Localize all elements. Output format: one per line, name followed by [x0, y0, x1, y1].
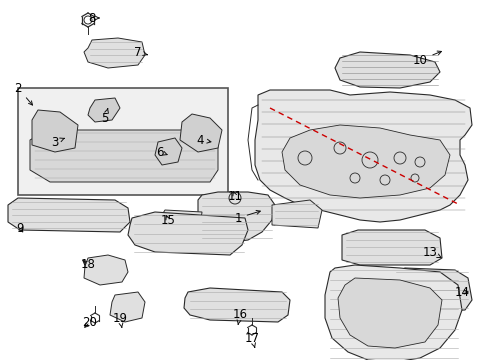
Polygon shape — [128, 212, 247, 255]
Text: 4: 4 — [196, 134, 210, 147]
Text: 5: 5 — [101, 109, 108, 125]
Text: 11: 11 — [227, 189, 242, 202]
Text: 14: 14 — [453, 285, 468, 298]
Polygon shape — [180, 114, 222, 152]
Text: 13: 13 — [422, 246, 440, 258]
Polygon shape — [337, 278, 441, 348]
Text: 9: 9 — [16, 221, 24, 234]
Text: 16: 16 — [232, 309, 247, 324]
Polygon shape — [334, 52, 439, 88]
Polygon shape — [32, 110, 78, 152]
Polygon shape — [84, 38, 145, 68]
Polygon shape — [155, 138, 182, 165]
Polygon shape — [183, 288, 289, 322]
Text: 7: 7 — [134, 45, 147, 59]
Text: 12: 12 — [0, 359, 1, 360]
Text: 10: 10 — [412, 51, 441, 67]
Text: 8: 8 — [88, 12, 99, 24]
Polygon shape — [88, 98, 120, 122]
Polygon shape — [271, 200, 321, 228]
Polygon shape — [341, 230, 441, 265]
Polygon shape — [8, 198, 130, 232]
Polygon shape — [198, 192, 274, 242]
Polygon shape — [84, 255, 128, 285]
Text: 15: 15 — [160, 213, 175, 226]
Polygon shape — [282, 125, 449, 198]
Text: 20: 20 — [82, 315, 97, 328]
Polygon shape — [254, 90, 471, 222]
Polygon shape — [325, 265, 461, 360]
Text: 18: 18 — [81, 258, 95, 271]
Text: 19: 19 — [112, 311, 127, 327]
Text: 17: 17 — [244, 332, 259, 347]
Polygon shape — [30, 130, 218, 182]
Polygon shape — [110, 292, 145, 322]
Polygon shape — [160, 210, 202, 228]
Text: 1: 1 — [234, 211, 260, 225]
Text: 6: 6 — [156, 145, 167, 158]
Bar — [18, 88, 227, 195]
Text: 3: 3 — [51, 135, 64, 149]
Polygon shape — [391, 268, 471, 312]
Text: 2: 2 — [14, 81, 32, 105]
